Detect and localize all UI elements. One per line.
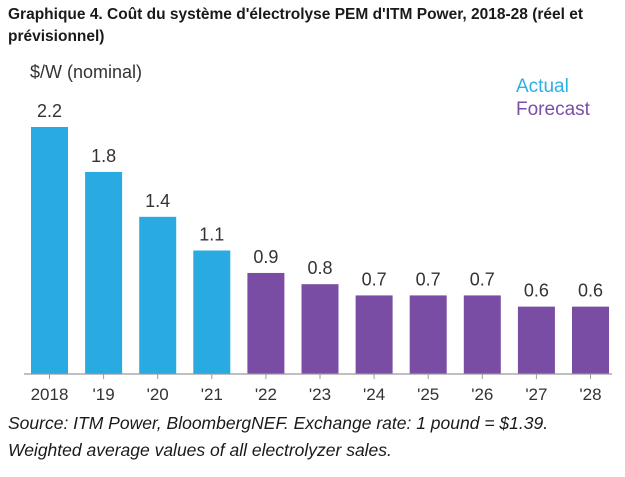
x-tick-label-9: '27 [525, 385, 547, 404]
bar-forecast-9 [517, 306, 555, 374]
data-label-0: 2.2 [37, 101, 62, 121]
x-tick-label-6: '24 [363, 385, 385, 404]
bar-forecast-10 [572, 306, 609, 374]
bar-actual-1 [85, 171, 123, 374]
x-tick-label-5: '23 [309, 385, 331, 404]
x-tick-label-3: '21 [201, 385, 223, 404]
chart-title: Graphique 4. Coût du système d'électroly… [8, 6, 584, 45]
legend-forecast: Forecast [516, 99, 590, 120]
bar-forecast-5 [301, 284, 339, 374]
bar-forecast-6 [355, 295, 393, 374]
data-label-5: 0.8 [307, 258, 332, 278]
bar-forecast-8 [463, 295, 501, 374]
source-note: Source: ITM Power, BloombergNEF. Exchang… [8, 413, 549, 460]
bar-actual-0 [31, 127, 68, 374]
x-tick-label-2: '20 [147, 385, 169, 404]
data-label-6: 0.7 [362, 269, 387, 289]
bar-actual-2 [139, 216, 177, 374]
data-label-7: 0.7 [416, 269, 441, 289]
x-tick-label-8: '26 [471, 385, 493, 404]
bar-forecast-4 [247, 272, 285, 374]
data-label-8: 0.7 [470, 269, 495, 289]
data-label-10: 0.6 [578, 281, 603, 301]
x-tick-label-0: 2018 [31, 385, 69, 404]
bar-actual-3 [193, 250, 231, 374]
bar-chart: 2.2 2018 1.8 '19 1.4 '20 1.1 '21 0.9 '22 0.8 '23 0.7… [24, 101, 612, 404]
data-label-1: 1.8 [91, 146, 116, 166]
x-tick-label-10: '28 [579, 385, 601, 404]
data-label-9: 0.6 [524, 281, 549, 301]
x-tick-label-7: '25 [417, 385, 439, 404]
y-axis-unit-label: $/W (nominal) [30, 62, 143, 82]
x-tick-label-4: '22 [255, 385, 277, 404]
bar-forecast-7 [409, 295, 447, 374]
data-label-3: 1.1 [199, 225, 224, 245]
legend-actual: Actual [516, 76, 569, 97]
data-label-4: 0.9 [253, 247, 278, 267]
x-tick-label-1: '19 [93, 385, 115, 404]
data-label-2: 1.4 [145, 191, 170, 211]
